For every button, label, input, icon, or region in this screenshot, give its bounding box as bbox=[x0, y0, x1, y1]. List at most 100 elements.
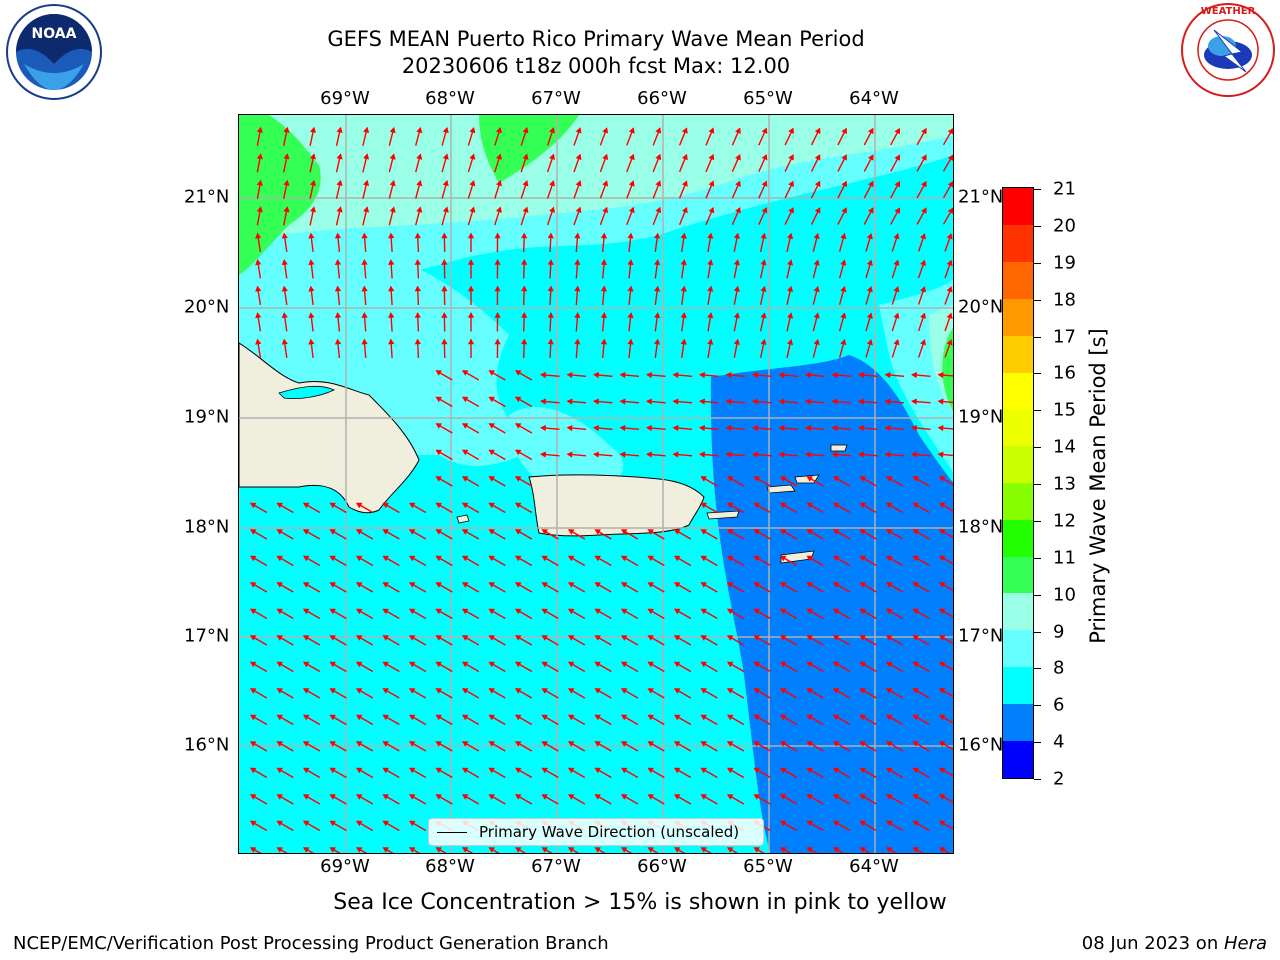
wave-arrow-head bbox=[549, 153, 555, 160]
wave-arrow-head bbox=[336, 153, 343, 160]
wave-arrow-head bbox=[435, 476, 442, 482]
wave-arrow-head bbox=[707, 232, 714, 239]
wave-arrow-head bbox=[753, 582, 760, 588]
wave-arrow-head bbox=[726, 741, 734, 747]
wave-arrow-head bbox=[416, 206, 423, 213]
colorbar-tick-mark bbox=[1034, 299, 1041, 301]
wave-arrow-head bbox=[921, 154, 927, 161]
land-mona bbox=[456, 514, 470, 524]
wave-arrow-head bbox=[938, 714, 946, 721]
wave-arrow-head bbox=[627, 338, 634, 345]
wave-arrow-head bbox=[778, 424, 785, 432]
wave-arrow-head bbox=[388, 232, 395, 239]
wave-arrow-head bbox=[938, 794, 946, 800]
wave-arrow-head bbox=[700, 741, 707, 747]
wave-arrow-head bbox=[866, 312, 873, 319]
wave-arrow-head bbox=[276, 820, 283, 827]
wave-arrow-head bbox=[540, 398, 546, 405]
wave-arrow-head bbox=[361, 312, 368, 318]
wave-arrow-head bbox=[620, 529, 628, 535]
wave-arrow-head bbox=[309, 126, 316, 133]
wave-arrow-head bbox=[355, 608, 363, 615]
wave-arrow-head bbox=[938, 767, 946, 774]
wave-arrow-head bbox=[488, 688, 495, 694]
wave-arrow-head bbox=[355, 529, 363, 535]
lat-label-left: 16°N bbox=[184, 734, 230, 756]
wave-arrow-head bbox=[494, 259, 501, 265]
lon-label-top: 64°W bbox=[849, 88, 899, 109]
wave-arrow-head bbox=[893, 259, 900, 266]
wave-arrow-head bbox=[806, 529, 813, 535]
wave-arrow-head bbox=[276, 688, 283, 694]
wave-arrow-head bbox=[329, 688, 336, 694]
land-anegada bbox=[830, 444, 848, 452]
org-credit: NCEP/EMC/Verification Post Processing Pr… bbox=[13, 933, 609, 954]
wave-arrow-head bbox=[778, 451, 785, 458]
wave-arrow-head bbox=[461, 449, 469, 456]
wave-arrow-head bbox=[302, 582, 310, 588]
wave-arrow-head bbox=[283, 153, 290, 160]
wave-arrow-head bbox=[700, 767, 707, 774]
wave-arrow-head bbox=[521, 312, 528, 318]
wave-arrow-head bbox=[753, 555, 760, 562]
wave-arrow-head bbox=[566, 398, 573, 405]
wave-arrow-head bbox=[921, 207, 927, 214]
lat-label-right: 21°N bbox=[958, 186, 1004, 208]
wave-arrow-head bbox=[308, 285, 315, 292]
wave-arrow-head bbox=[753, 714, 760, 721]
wave-arrow-head bbox=[673, 555, 681, 562]
wave-arrow-head bbox=[461, 714, 469, 721]
wave-arrow-head bbox=[281, 285, 288, 292]
wave-arrow-head bbox=[522, 206, 529, 213]
wave-arrow-head bbox=[859, 714, 866, 721]
wave-arrow-head bbox=[541, 661, 548, 668]
wave-arrow-head bbox=[488, 502, 495, 509]
wave-arrow-head bbox=[920, 259, 926, 266]
wave-arrow-head bbox=[628, 153, 635, 161]
wave-arrow-head bbox=[859, 688, 866, 694]
wave-arrow-head bbox=[753, 635, 760, 641]
wave-arrow-head bbox=[522, 126, 529, 134]
wave-arrow-head bbox=[329, 635, 336, 641]
wave-arrow-head bbox=[832, 820, 840, 827]
wave-arrow-head bbox=[255, 285, 262, 292]
wave-arrow-head bbox=[488, 370, 495, 376]
wave-arrow-head bbox=[249, 820, 257, 827]
wave-arrow-head bbox=[594, 635, 601, 641]
wave-arrow-head bbox=[619, 398, 626, 405]
wave-arrow-head bbox=[541, 767, 548, 774]
wave-arrow-head bbox=[302, 502, 310, 509]
wave-arrow-head bbox=[541, 741, 548, 747]
wave-arrow-head bbox=[806, 820, 813, 827]
wave-arrow-head bbox=[787, 312, 794, 319]
wave-arrow-head bbox=[382, 608, 389, 615]
wave-arrow-head bbox=[461, 635, 469, 641]
wave-arrow-head bbox=[467, 285, 475, 292]
wave-arrow-head bbox=[302, 555, 310, 562]
wave-arrow-head bbox=[866, 339, 873, 346]
wave-arrow-head bbox=[435, 661, 442, 668]
wave-arrow-head bbox=[858, 398, 864, 405]
wave-arrow-head bbox=[912, 767, 919, 774]
wave-arrow-head bbox=[946, 286, 953, 293]
wave-arrow-head bbox=[647, 847, 654, 853]
wave-arrow-head bbox=[276, 661, 283, 668]
wave-arrow-head bbox=[628, 127, 635, 134]
wave-arrow-head bbox=[302, 767, 310, 774]
wave-arrow-head bbox=[620, 794, 628, 800]
wave-arrow-head bbox=[859, 582, 866, 588]
wave-arrow-head bbox=[541, 582, 548, 588]
wave-arrow-head bbox=[521, 259, 528, 265]
wave-arrow-head bbox=[806, 608, 813, 615]
wave-arrow-head bbox=[885, 847, 893, 853]
wave-arrow-head bbox=[249, 582, 257, 588]
wave-arrow-head bbox=[806, 741, 813, 747]
wave-arrow-head bbox=[647, 688, 654, 694]
wave-arrow-head bbox=[308, 232, 315, 239]
wave-arrow-head bbox=[726, 608, 734, 615]
wave-arrow-head bbox=[893, 286, 900, 293]
wave-arrow-head bbox=[414, 232, 421, 239]
wave-arrow-head bbox=[355, 688, 363, 694]
wave-arrow-head bbox=[574, 259, 581, 265]
wave-arrow-head bbox=[329, 529, 336, 535]
